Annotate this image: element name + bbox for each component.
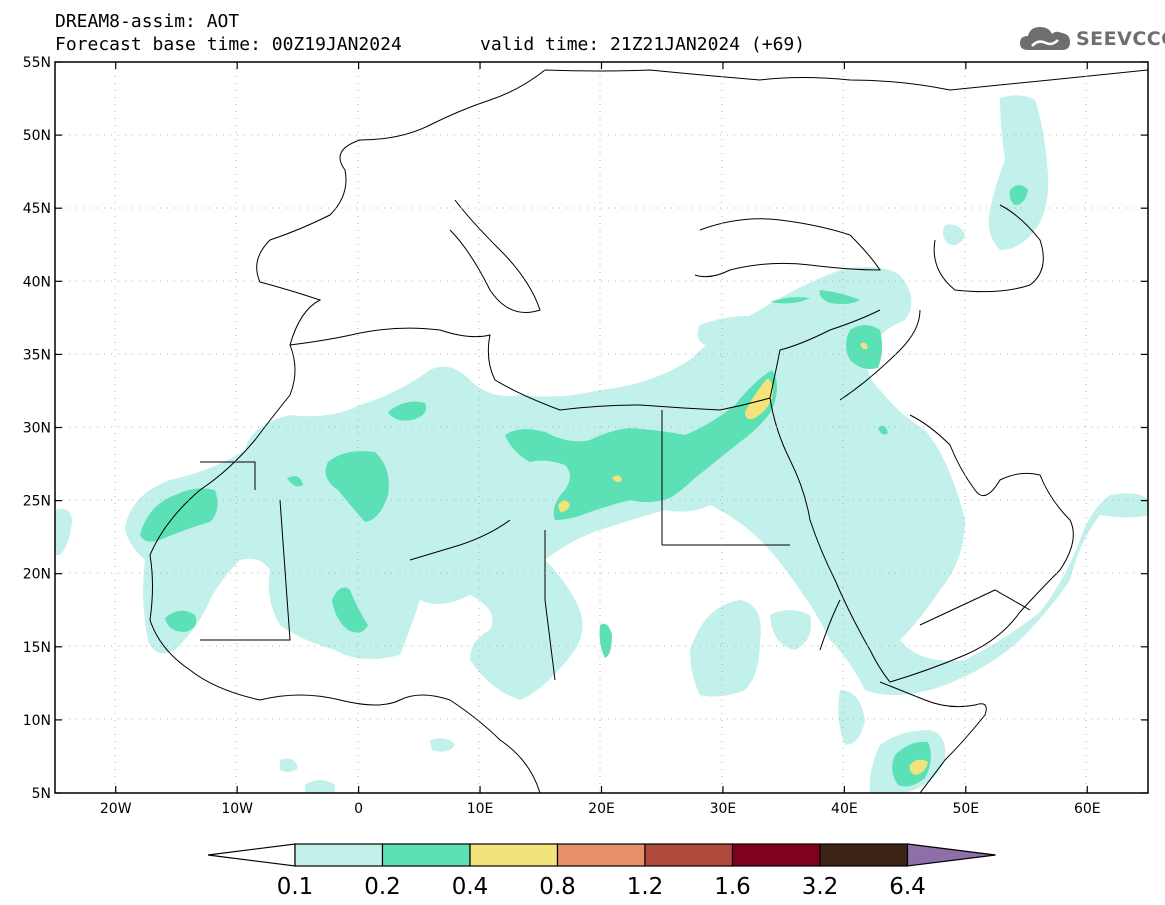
lat-tick-label: 35N (23, 347, 51, 363)
lat-tick-label: 40N (23, 274, 51, 290)
lat-tick-label: 30N (23, 421, 51, 437)
colorbar-label: 0.2 (364, 874, 401, 900)
colorbar-box (556, 843, 646, 867)
colorbar-box (731, 843, 821, 867)
colorbar-label: 0.4 (452, 874, 489, 900)
lon-tick-label: 0 (354, 801, 363, 817)
lon-tick-label: 30E (710, 801, 737, 817)
colorbar-label: 3.2 (802, 874, 839, 900)
lat-tick-label: 5N (32, 786, 51, 802)
lat-tick-label: 10N (23, 713, 51, 729)
colorbar-label: 0.8 (539, 874, 576, 900)
grid-lines (55, 62, 1148, 793)
colorbar-label: 1.2 (627, 874, 664, 900)
colorbar-high-arrow (906, 843, 996, 867)
lat-tick-label: 20N (23, 567, 51, 583)
lat-tick-label: 55N (23, 55, 51, 71)
colorbar-box (381, 843, 471, 867)
lat-tick-label: 45N (23, 201, 51, 217)
valid-time: valid time: 21Z21JAN2024 (+69) (480, 34, 806, 55)
coastlines-borders (149, 69, 1148, 793)
lat-tick-label: 25N (23, 494, 51, 510)
seevccc-logo: SEEVCCC (1018, 22, 1165, 56)
lon-tick-label: 20W (100, 801, 132, 817)
colorbar-box (469, 843, 559, 867)
colorbar-box (294, 843, 384, 867)
colorbar-label: 1.6 (714, 874, 751, 900)
longitude-ticks: 20W 10W 0 10E 20E 30E 40E 50E 60E (100, 62, 1101, 817)
lat-tick-label: 50N (23, 128, 51, 144)
colorbar-label: 0.1 (277, 874, 314, 900)
lon-tick-label: 60E (1074, 801, 1101, 817)
lon-tick-label: 40E (831, 801, 858, 817)
forecast-base-time: Forecast base time: 00Z19JAN2024 (55, 34, 402, 55)
lon-tick-label: 10W (221, 801, 253, 817)
colorbar-box (819, 843, 909, 867)
latitude-ticks: 55N 50N 45N 40N 35N 30N 25N 20N 15N 10N 5N (23, 55, 1148, 802)
cloud-icon (1020, 27, 1070, 50)
logo-text: SEEVCCC (1076, 28, 1165, 50)
lon-tick-label: 10E (467, 801, 494, 817)
lat-tick-label: 15N (23, 640, 51, 656)
colorbar-low-arrow (207, 843, 296, 867)
lon-tick-label: 20E (588, 801, 615, 817)
map-title: DREAM8-assim: AOT (55, 11, 240, 32)
colorbar-box (644, 843, 734, 867)
colorbar-label: 6.4 (889, 874, 926, 900)
lon-tick-label: 50E (952, 801, 979, 817)
aot-level3-areas (558, 342, 928, 775)
